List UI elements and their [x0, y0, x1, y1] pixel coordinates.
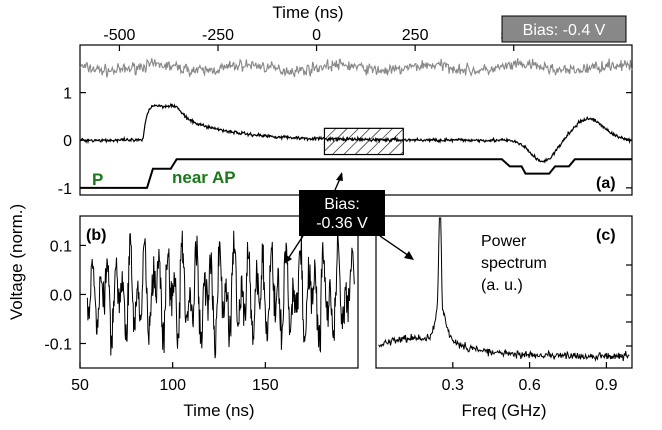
panel-b-series: [86, 230, 355, 359]
panel-a-top-tick-label: 0: [312, 27, 321, 44]
callout-arrowhead-a: [336, 172, 343, 181]
panel-b-xlabel: Time (ns): [183, 401, 254, 420]
callout-box: [299, 190, 385, 236]
bias-box: [501, 15, 627, 43]
panel-b-frame: [79, 215, 359, 369]
bias-label: Bias: -0.4 V: [523, 22, 606, 39]
zoom-box: [323, 127, 404, 156]
panel-c-xlabel: Freq (GHz): [462, 401, 547, 420]
panel-c-series: [378, 217, 630, 362]
state-label-near-ap: near AP: [172, 168, 236, 187]
panel-b-y-tick-label: 0.1: [50, 238, 72, 255]
panel-a-y-tick-label: -1: [58, 181, 72, 198]
panel-c-x-tick-label: 0.9: [595, 377, 617, 394]
panel-b-x-tick-label: 150: [252, 377, 279, 394]
panel-b-y-tick-label: -0.1: [44, 336, 72, 353]
panel-c-frame: [375, 215, 633, 369]
panel-c-title-line: Power: [481, 233, 527, 250]
callout-arrowhead-c: [404, 251, 414, 260]
panel-c-x-tick-label: 0.3: [442, 377, 464, 394]
callout-line-1: Bias:: [324, 196, 360, 213]
panel-c-x-tick-label: 0.6: [518, 377, 540, 394]
panel-a-top-xlabel: Time (ns): [272, 3, 343, 22]
panel-c-series: [378, 217, 630, 362]
panel-a-series-gray: [79, 58, 633, 78]
panel-a-series: [79, 58, 633, 189]
panel-a-label: (a): [596, 175, 616, 192]
callout-line-2: -0.36 V: [316, 215, 368, 232]
panel-a-top-tick-label: -250: [202, 27, 234, 44]
panel-b-y-tick-label: 0.0: [50, 287, 72, 304]
panel-a-y-tick-label: 0: [63, 133, 72, 150]
y-axis-label: Voltage (norm.): [7, 204, 26, 320]
panel-b-x-tick-label: 50: [71, 377, 89, 394]
panel-c-ticks: 0.3 0.6 0.9: [442, 264, 632, 394]
state-label-p: P: [92, 170, 103, 189]
panel-a-top-tick-label: 250: [402, 27, 429, 44]
panel-b-ticks: 50 100 150 0.1 0.0 -0.1: [44, 238, 278, 394]
panel-b-series: [86, 230, 355, 359]
panel-c-title-line: (a. u.): [481, 277, 523, 294]
panel-b-label: (b): [86, 227, 106, 244]
panel-c-title: Power spectrum (a. u.): [481, 233, 547, 294]
panel-b-x-tick-label: 100: [159, 377, 186, 394]
panel-a-y-tick-label: 1: [63, 86, 72, 103]
callout-arrowhead-b: [284, 254, 292, 264]
panel-c-title-line: spectrum: [481, 255, 547, 272]
panel-a-series-state: [80, 158, 632, 189]
panel-c-label: (c): [596, 227, 616, 244]
panel-a-top-ticks: -500-2500250500: [103, 27, 527, 51]
panel-a-top-tick-label: -500: [103, 27, 135, 44]
